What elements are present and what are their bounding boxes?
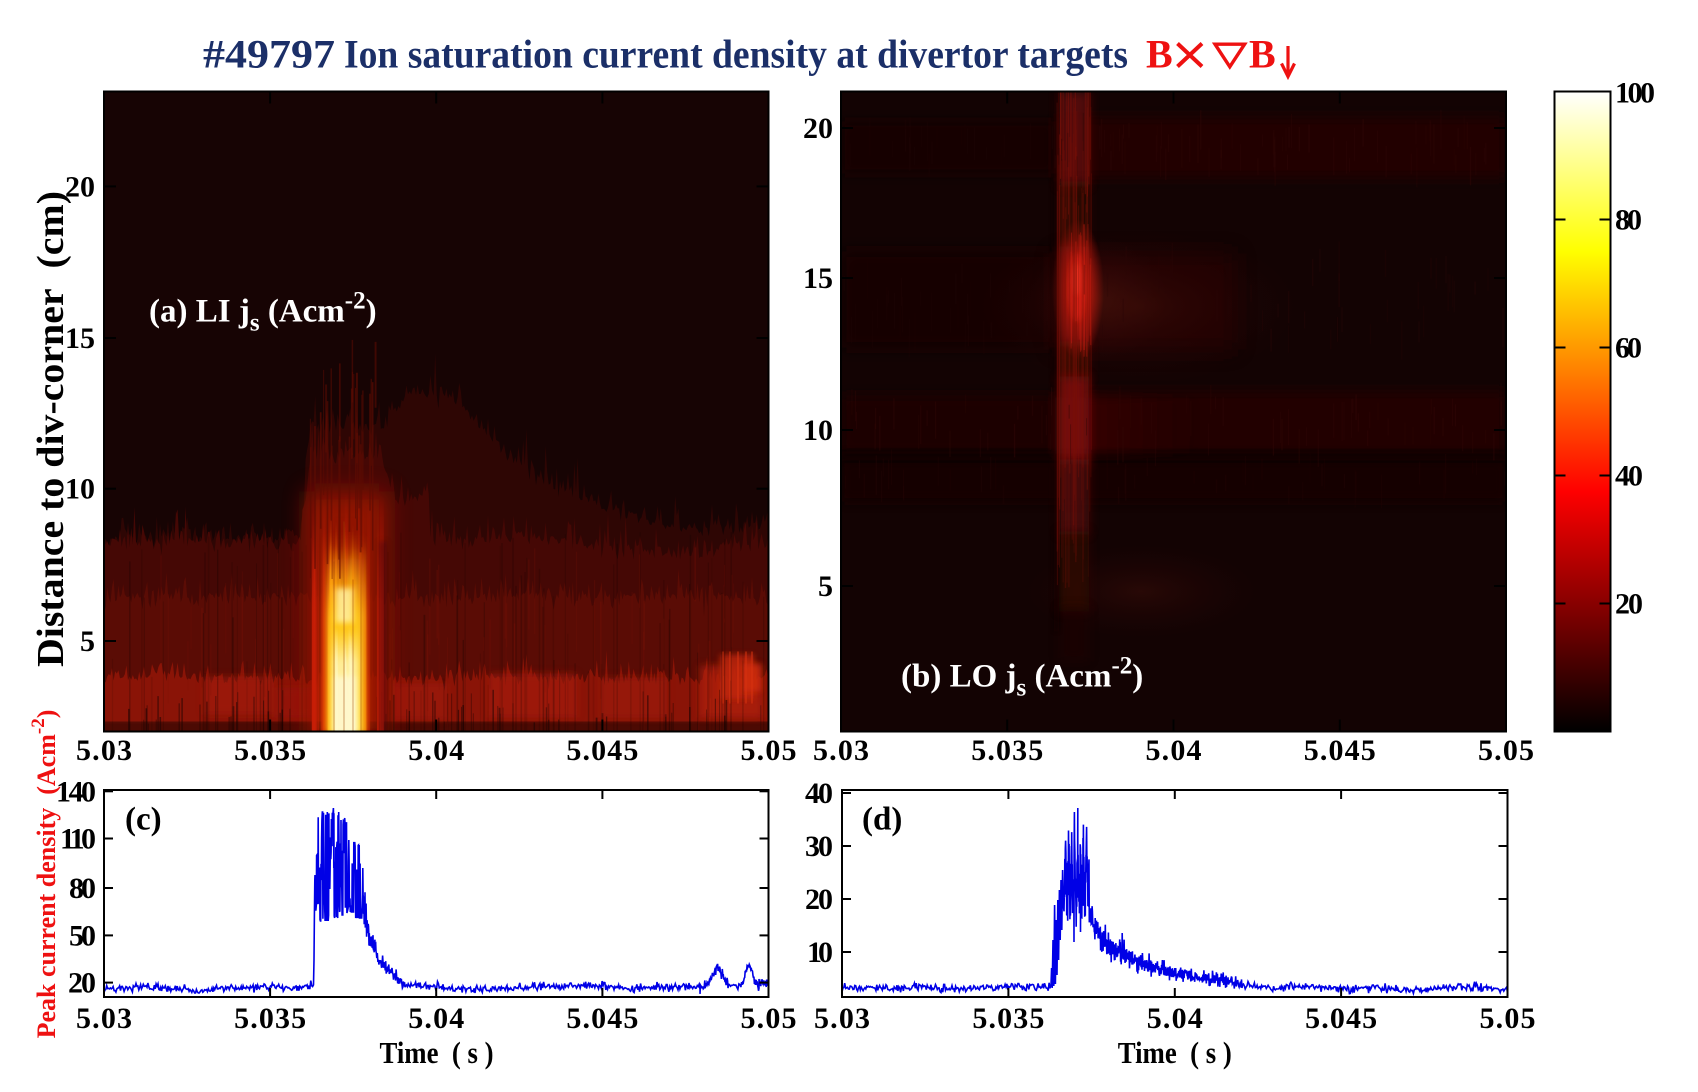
svg-text:5.05: 5.05 [741,1002,797,1035]
svg-text:40: 40 [1615,460,1643,493]
svg-text:5.04: 5.04 [408,1002,464,1035]
svg-text:5.04: 5.04 [1147,1002,1203,1035]
svg-text:5.03: 5.03 [814,1002,870,1035]
svg-text:15: 15 [803,262,833,295]
svg-text:100: 100 [1615,77,1655,110]
svg-text:5.05: 5.05 [1478,734,1534,767]
svg-text:10: 10 [807,936,833,969]
svg-text:30: 30 [805,830,833,863]
svg-text:5.05: 5.05 [741,734,797,767]
svg-text:20: 20 [803,112,833,145]
svg-text:5.035: 5.035 [971,734,1043,767]
svg-text:5.045: 5.045 [566,734,638,767]
svg-text:B: B [1249,32,1276,77]
svg-text:(b) LO js (Acm-2): (b) LO js (Acm-2) [901,653,1143,702]
svg-text:15: 15 [65,322,95,355]
svg-text:5.045: 5.045 [566,1002,638,1035]
svg-text:5.03: 5.03 [76,734,132,767]
svg-text:5.045: 5.045 [1304,734,1376,767]
svg-text:5: 5 [80,625,95,658]
svg-text:60: 60 [1615,332,1642,365]
svg-text:50: 50 [69,919,96,952]
svg-text:5.04: 5.04 [1146,734,1202,767]
svg-text:110: 110 [60,823,96,856]
svg-text:(c): (c) [125,802,162,838]
svg-text:(d): (d) [862,802,902,838]
svg-text:Distance to div-corner (cm): Distance to div-corner (cm) [30,191,72,667]
svg-text:B: B [1146,32,1173,77]
svg-text:140: 140 [56,775,96,808]
svg-text:5.03: 5.03 [76,1002,132,1035]
svg-text:5.045: 5.045 [1305,1002,1377,1035]
svg-text:5.035: 5.035 [234,1002,306,1035]
svg-text:80: 80 [1615,204,1642,237]
svg-text:20: 20 [805,883,833,916]
svg-text:Time ( s ): Time ( s ) [1118,1035,1232,1070]
svg-text:Peak current density (Acm-2): Peak current density (Acm-2) [28,710,61,1039]
svg-text:5.03: 5.03 [813,734,869,767]
svg-text:5: 5 [818,570,833,603]
svg-text:Ion saturation current density: Ion saturation current density at divert… [344,32,1128,77]
svg-text:20: 20 [68,967,96,1000]
svg-text:5.05: 5.05 [1480,1002,1536,1035]
svg-text:10: 10 [803,414,833,447]
svg-text:#49797: #49797 [203,32,335,77]
svg-text:20: 20 [1615,588,1643,621]
svg-text:5.04: 5.04 [408,734,464,767]
svg-text:5.035: 5.035 [972,1002,1044,1035]
svg-text:(a) LI js (Acm-2): (a) LI js (Acm-2) [149,288,377,337]
svg-text:80: 80 [69,872,96,905]
svg-text:5.035: 5.035 [234,734,306,767]
svg-text:10: 10 [65,473,95,506]
svg-text:Time ( s ): Time ( s ) [380,1035,494,1070]
svg-text:40: 40 [805,777,833,810]
svg-text:20: 20 [65,170,95,203]
